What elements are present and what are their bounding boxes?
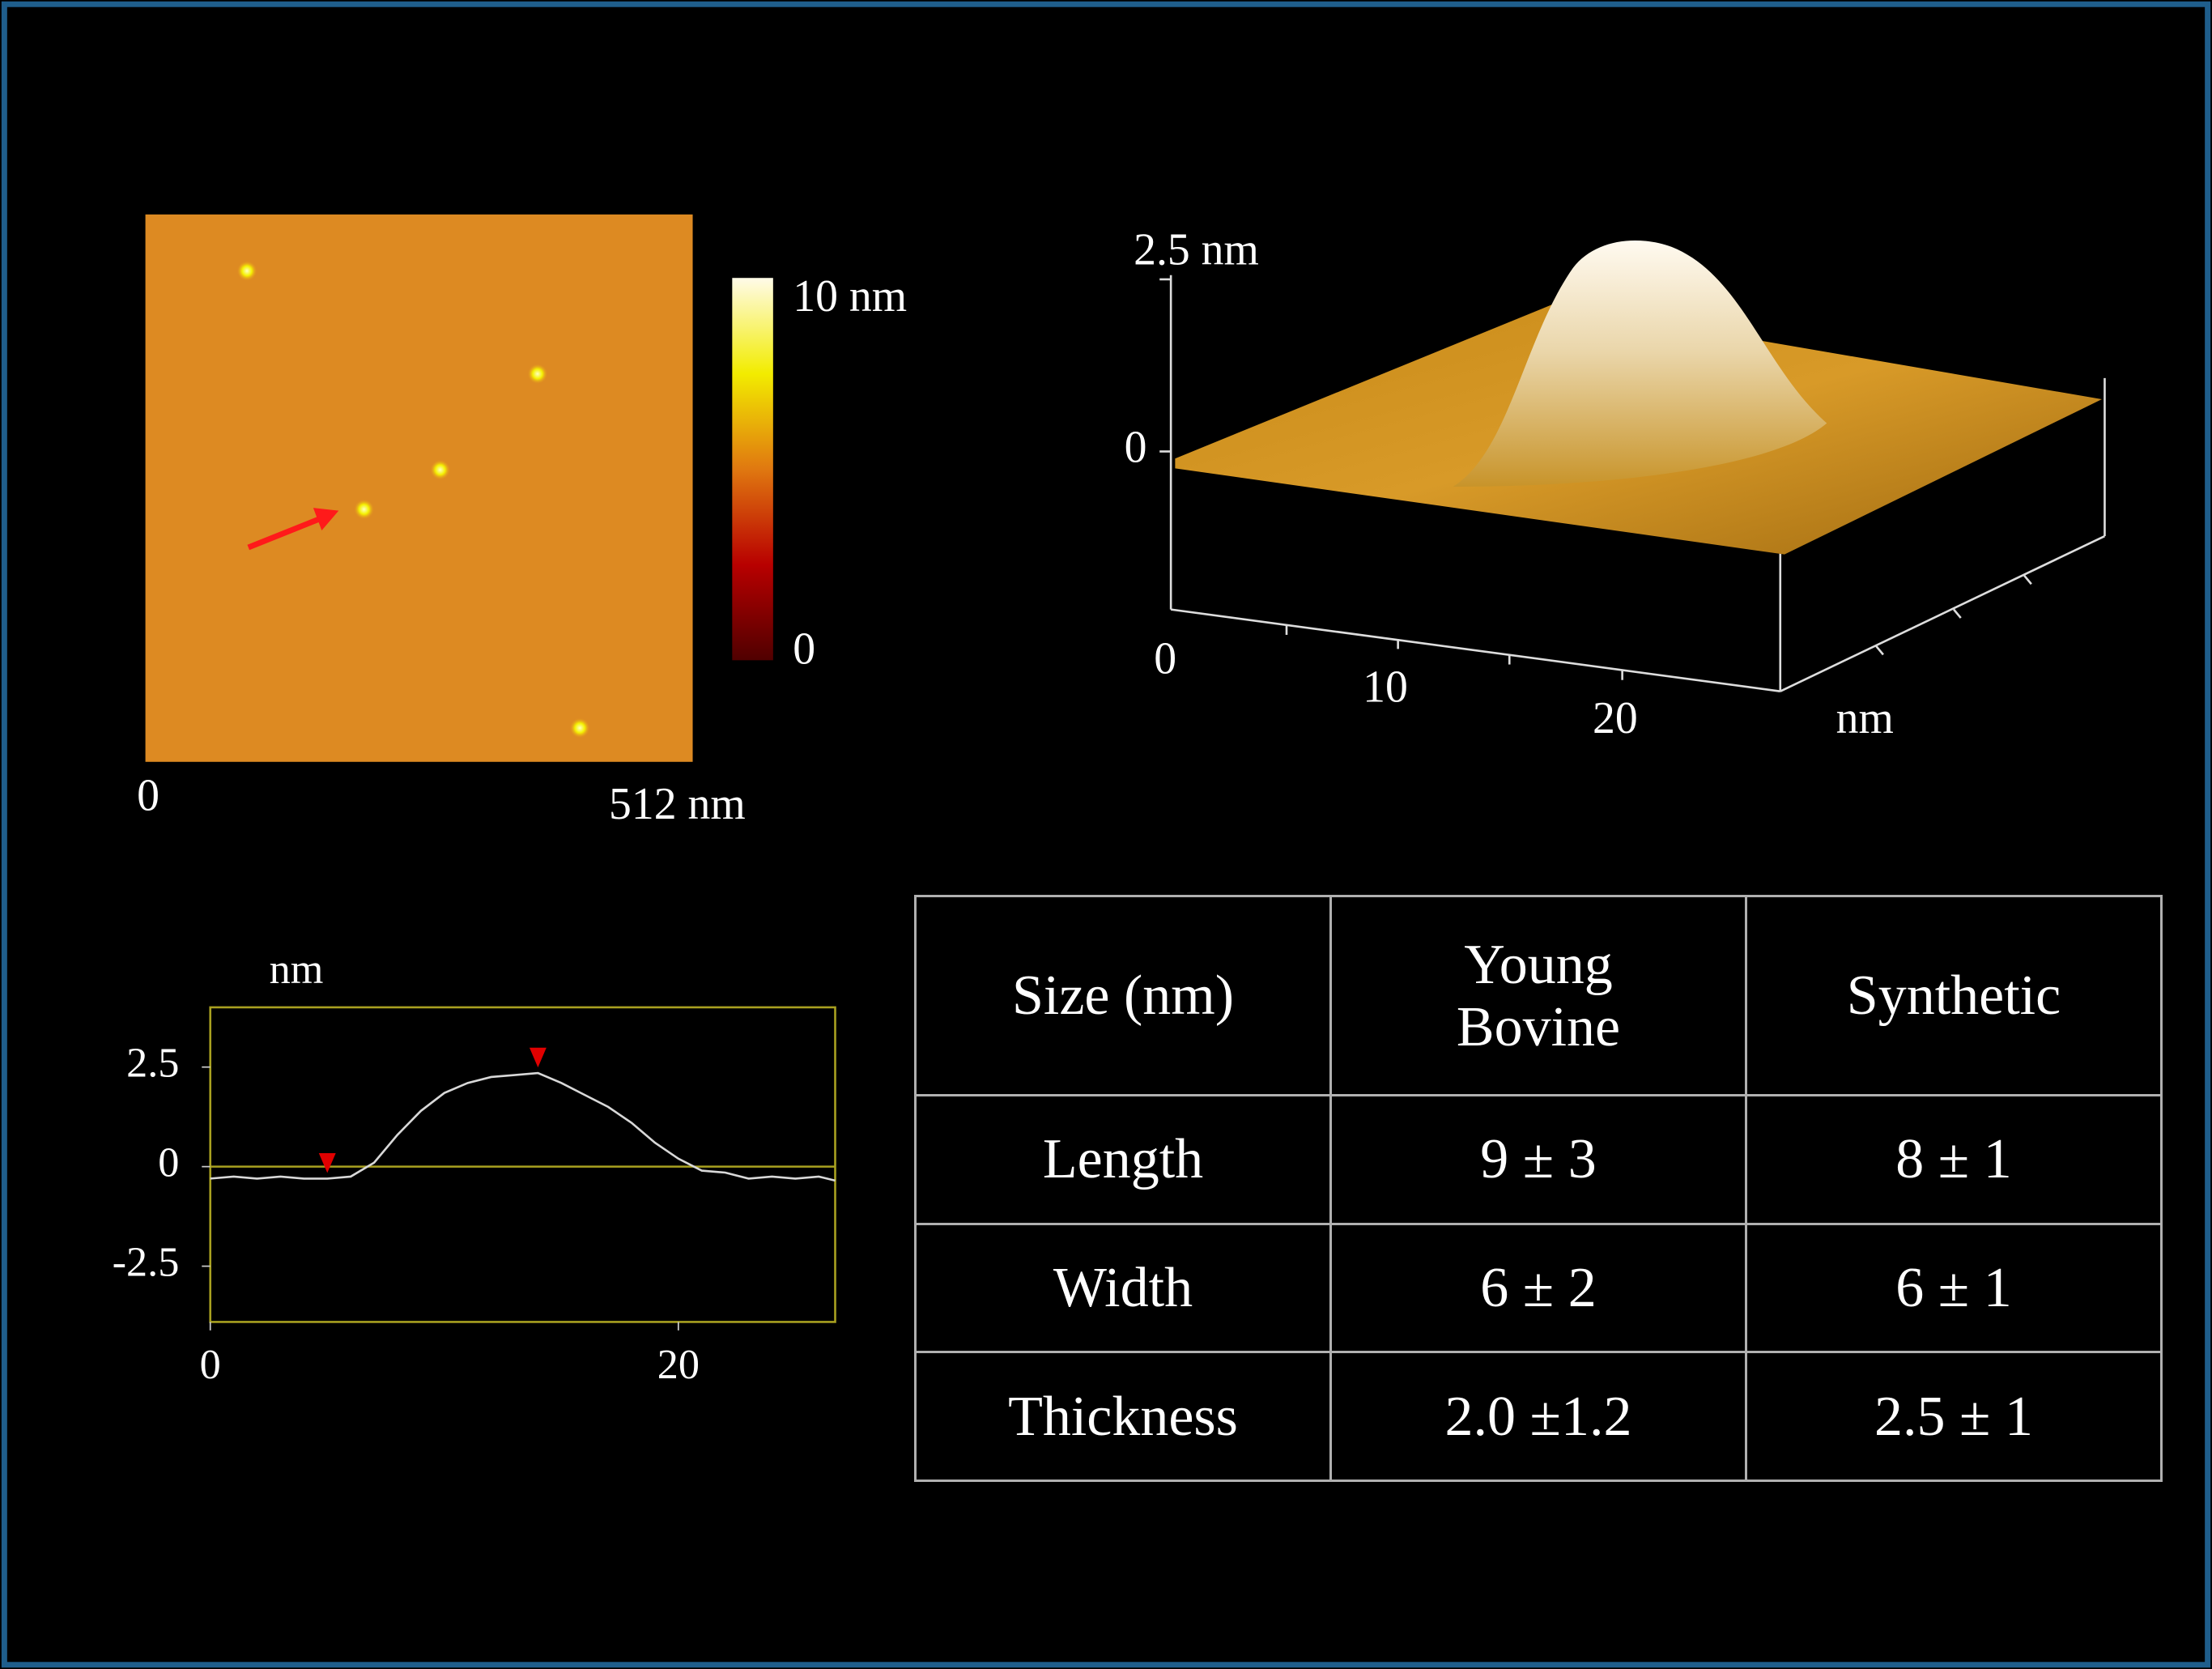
colorbar (732, 278, 773, 661)
x-tick-label: 20 (657, 1341, 700, 1388)
afm-particles (236, 261, 590, 739)
x-label: 0 (1154, 634, 1176, 684)
cursor-marker (318, 1153, 336, 1173)
x-label: 10 (1363, 662, 1408, 712)
afm-image (145, 214, 693, 762)
cell: 8 ± 1 (1745, 1094, 2163, 1225)
cell: Thickness (914, 1351, 1332, 1482)
cell: Width (914, 1222, 1332, 1354)
profile-chart: -2.5 0 2.5 0 20 (113, 1006, 836, 1388)
surface-3d (1159, 275, 2106, 692)
header-cell: Young Bovine (1329, 895, 1747, 1096)
profile-line (210, 1071, 836, 1182)
axis-label: 0 (137, 771, 160, 821)
axis-unit: nm (1836, 693, 1894, 743)
colorbar-label: 0 (793, 624, 815, 674)
arrow (247, 508, 339, 551)
size-table: Size (nm) Young Bovine Synthetic Length 9… (914, 895, 2163, 1482)
y-tick-label: -2.5 (113, 1239, 180, 1286)
cell: 2.0 ±1.2 (1329, 1351, 1747, 1482)
cell: 6 ± 2 (1329, 1222, 1747, 1354)
colorbar-label: 10 nm (793, 271, 907, 321)
cell: 6 ± 1 (1745, 1222, 2163, 1354)
cell: Length (914, 1094, 1332, 1225)
header-cell: Synthetic (1745, 895, 2163, 1096)
z-label: 0 (1125, 422, 1147, 472)
y-axis-title: nm (270, 946, 324, 993)
cell: 9 ± 3 (1329, 1094, 1747, 1225)
cursor-marker (529, 1047, 547, 1068)
header-text: Young Bovine (1456, 933, 1621, 1058)
x-tick-label: 0 (200, 1341, 221, 1388)
y-tick-label: 2.5 (126, 1040, 179, 1087)
plot-frame (209, 1006, 836, 1323)
cell: 2.5 ± 1 (1745, 1351, 2163, 1482)
header-cell: Size (nm) (914, 895, 1332, 1096)
axis-label: 512 nm (609, 779, 746, 829)
x-label: 20 (1593, 693, 1638, 743)
surface-peak (1453, 240, 1827, 488)
z-label: 2.5 nm (1134, 224, 1259, 275)
y-tick-label: 0 (158, 1139, 179, 1186)
